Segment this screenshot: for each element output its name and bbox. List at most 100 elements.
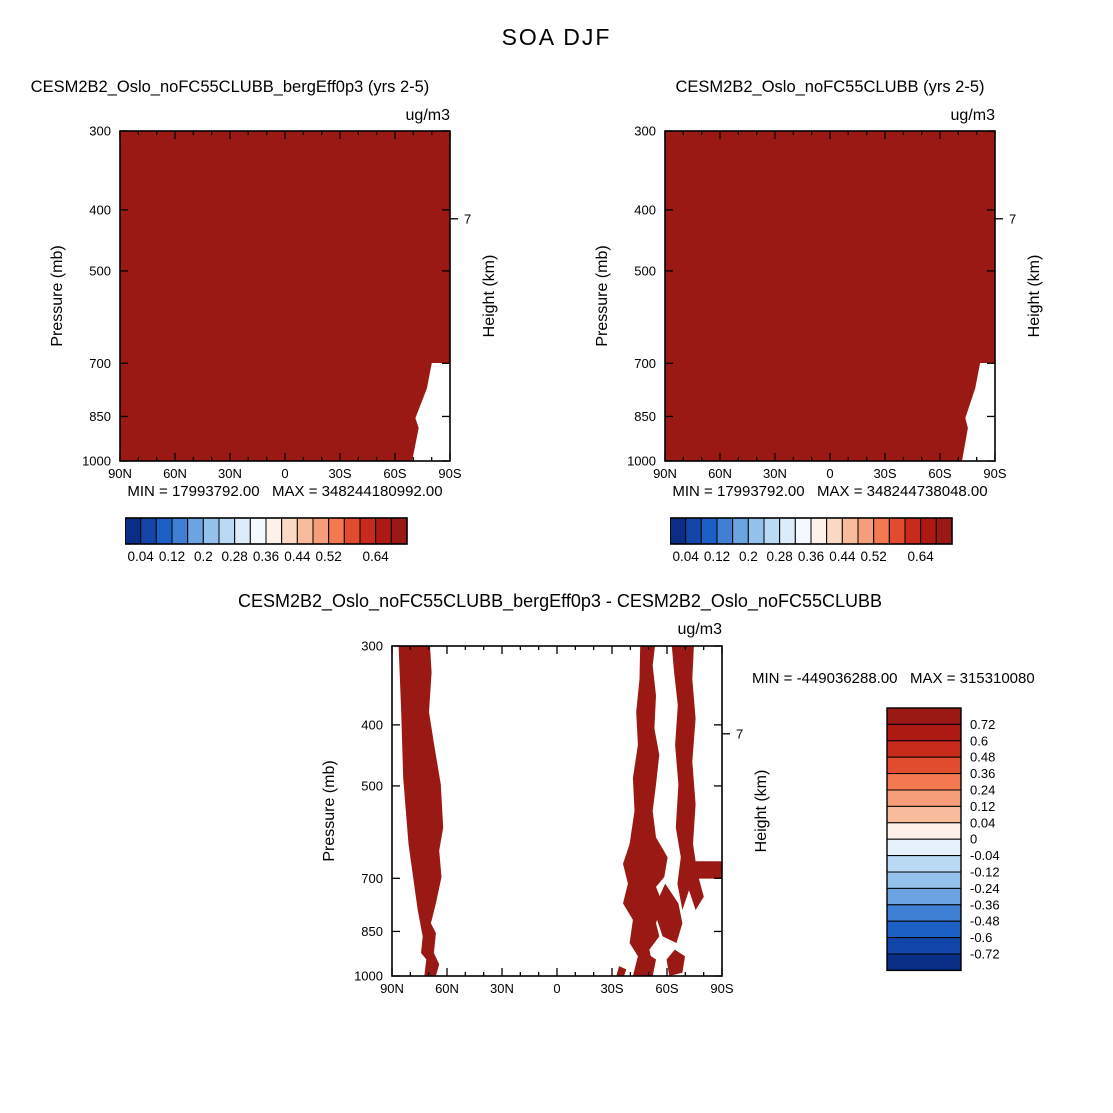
colorbar-cell — [281, 517, 298, 545]
legend-label: 0 — [970, 832, 977, 847]
x-tick-label: 60S — [928, 466, 951, 480]
panel3-units-label: ug/m3 — [677, 621, 722, 638]
colorbar-cell — [234, 517, 251, 545]
colorbar-cell — [904, 517, 922, 545]
x-tick-label: 30S — [873, 466, 896, 480]
colorbar-cell — [888, 517, 906, 545]
colorbar-cell — [700, 517, 718, 545]
contour-region — [962, 363, 995, 461]
x-tick-label: 60S — [655, 981, 678, 995]
colorbar-label: 0.36 — [798, 549, 824, 564]
legend-label: 0.36 — [970, 766, 995, 781]
contour-region — [652, 855, 667, 877]
panel2-title: CESM2B2_Oslo_noFC55CLUBB (yrs 2-5) — [675, 78, 985, 96]
colorbar-label: 0.64 — [908, 549, 935, 564]
y-tick-label: 300 — [634, 125, 656, 139]
colorbar-label: 0.44 — [284, 549, 311, 564]
colorbar-cell — [312, 517, 330, 545]
x-tick-label: 90S — [983, 466, 1006, 480]
legend-label: -0.12 — [970, 865, 1000, 880]
colorbar-cell — [747, 517, 765, 545]
colorbar-cell — [265, 517, 283, 545]
colorbar-cell — [670, 517, 687, 545]
contour-region — [398, 646, 444, 976]
legend-cell — [886, 953, 962, 971]
legend-label: -0.04 — [970, 848, 1000, 863]
colorbar-label: 0.2 — [194, 549, 213, 564]
colorbar-label: 0.28 — [222, 549, 248, 564]
colorbar-cell — [125, 517, 142, 545]
contour-region — [412, 363, 450, 461]
height-tick-label: 7 — [464, 211, 471, 226]
legend-cell — [886, 920, 962, 939]
x-tick-label: 30N — [763, 466, 787, 480]
panel1-colorbar: 0.04 0.12 0.2 0.28 0.36 0.44 0.52 0.64 — [125, 517, 408, 564]
x-tick-label: 0 — [281, 466, 288, 480]
colorbar-label: 0.44 — [829, 549, 856, 564]
x-tick-label: 90S — [438, 466, 461, 480]
legend-cell — [886, 838, 962, 857]
contour-region — [639, 952, 656, 976]
contour-region — [616, 966, 627, 976]
colorbar-border — [125, 517, 408, 545]
legend-label: -0.6 — [970, 930, 992, 945]
x-tick-label: 30S — [600, 981, 623, 995]
colorbar-cell — [779, 517, 796, 545]
legend-cell — [886, 855, 962, 873]
panel3-plot: 90N 60N 30N 0 30S 60S 90S 300 400 500 700 850 1000 Pr… — [321, 640, 770, 995]
x-tick-label: 90N — [380, 981, 404, 995]
figure-title: SOA DJF — [501, 24, 612, 50]
legend-cell — [886, 805, 962, 824]
x-tick-label: 60N — [435, 981, 459, 995]
pressure-axis-label: Pressure (mb) — [49, 245, 66, 346]
colorbar-cell — [810, 517, 828, 545]
x-tick-label: 60N — [163, 466, 187, 480]
legend-label: 0.6 — [970, 733, 988, 748]
pressure-axis-label: Pressure (mb) — [594, 245, 611, 346]
colorbar-cell — [935, 517, 953, 545]
contour-region — [671, 646, 722, 910]
y-tick-label: 850 — [361, 924, 383, 939]
colorbar-cell — [171, 517, 189, 545]
contour-region — [656, 883, 683, 943]
colorbar-cell — [920, 517, 937, 545]
x-tick-label: 30N — [490, 981, 514, 995]
legend-cell — [886, 904, 962, 922]
plot-background — [665, 131, 995, 461]
legend-cell — [886, 822, 962, 840]
colorbar-label: 0.36 — [253, 549, 279, 564]
colorbar-cell — [716, 517, 734, 545]
legend-cell — [886, 707, 962, 725]
height-tick-label: 7 — [1009, 211, 1016, 226]
colorbar-cell — [359, 517, 377, 545]
y-tick-label: 500 — [89, 263, 111, 278]
legend-border — [886, 707, 962, 972]
legend-label: -0.72 — [970, 947, 1000, 962]
legend-label: 0.24 — [970, 783, 995, 798]
colorbar-cell — [249, 517, 267, 545]
legend-cell — [886, 789, 962, 807]
y-tick-label: 700 — [89, 356, 111, 371]
panel3-minmax: MIN = -449036288.00 MAX = 315310080 — [752, 670, 1035, 687]
legend-label: 0.48 — [970, 750, 995, 765]
legend-label: -0.36 — [970, 897, 1000, 912]
y-tick-label: 400 — [89, 202, 111, 217]
y-tick-label: 1000 — [627, 454, 656, 469]
colorbar-label: 0.52 — [861, 549, 887, 564]
x-tick-label: 30S — [328, 466, 351, 480]
height-tick-label: 7 — [736, 726, 743, 741]
colorbar-border — [670, 517, 953, 545]
plot-background — [120, 131, 450, 461]
height-axis-label: Height (km) — [1026, 255, 1043, 338]
height-axis-label: Height (km) — [481, 255, 498, 338]
colorbar-cell — [685, 517, 702, 545]
x-tick-label: 0 — [826, 466, 833, 480]
legend-label: 0.04 — [970, 815, 995, 830]
colorbar-label: 0.12 — [704, 549, 730, 564]
legend-label: -0.48 — [970, 914, 1000, 929]
y-tick-label: 300 — [361, 640, 383, 654]
panel1-units-label: ug/m3 — [405, 107, 450, 124]
y-tick-label: 400 — [361, 717, 383, 732]
colorbar-cell — [763, 517, 781, 545]
panel1-plot: 90N 60N 30N 0 30S 60S 90S 300 400 500 700 850 1000 Pr… — [49, 125, 498, 480]
